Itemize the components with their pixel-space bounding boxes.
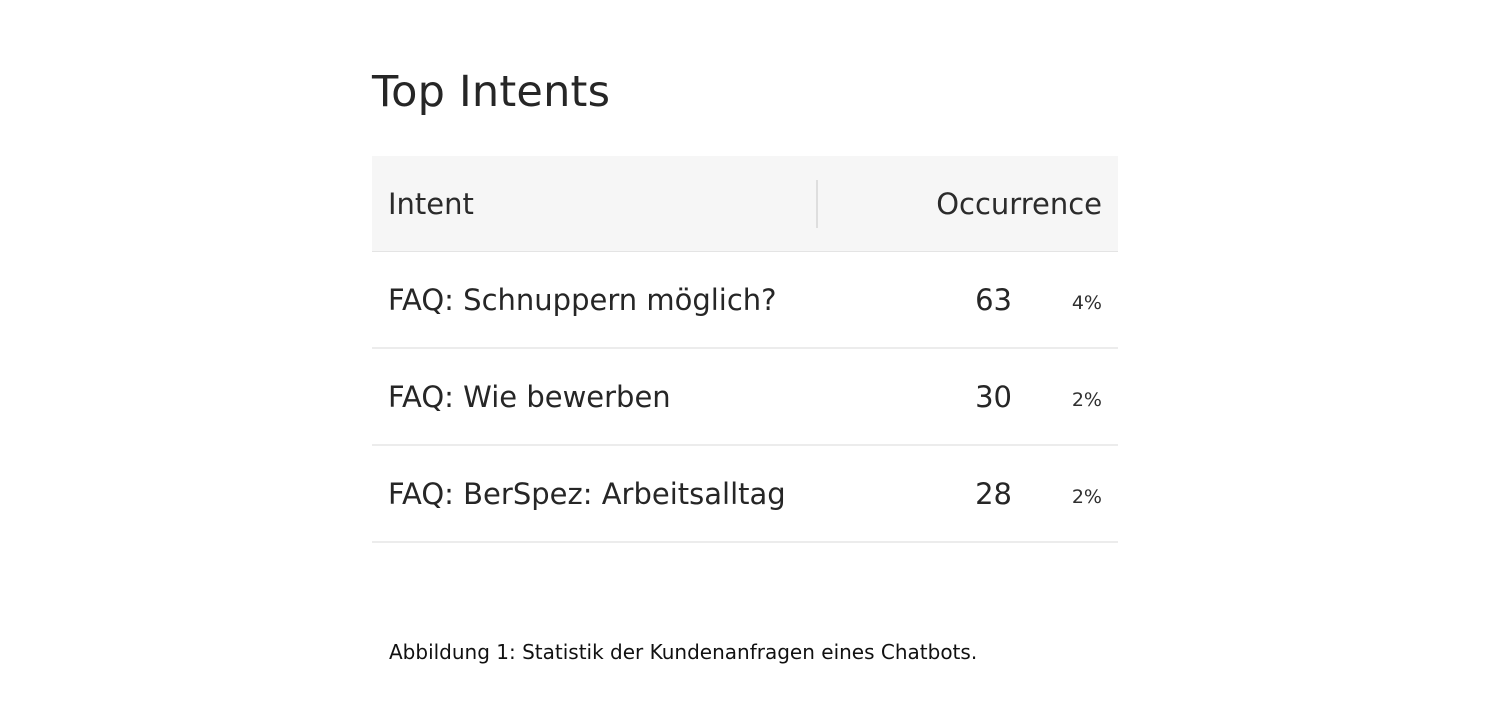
column-resize-handle[interactable] (816, 180, 818, 228)
column-header-intent[interactable]: Intent (372, 156, 818, 252)
occurrence-count: 30 (975, 379, 1012, 414)
table-row[interactable]: FAQ: Schnuppern möglich? 63 4% (372, 251, 1118, 349)
occurrence-count: 63 (975, 282, 1012, 317)
table-header-row: Intent Occurrence (372, 156, 1118, 252)
figure-caption: Abbildung 1: Statistik der Kundenanfrage… (389, 640, 978, 664)
intent-name: FAQ: Wie bewerben (372, 348, 818, 446)
occurrence-cell: 30 2% (818, 348, 1118, 446)
panel-title: Top Intents (372, 67, 611, 117)
occurrence-count: 28 (975, 476, 1012, 511)
intent-name: FAQ: Schnuppern möglich? (372, 251, 818, 349)
column-header-occurrence-label: Occurrence (936, 186, 1102, 221)
column-header-occurrence[interactable]: Occurrence (818, 156, 1118, 252)
column-header-intent-label: Intent (388, 186, 474, 221)
intents-table: Intent Occurrence FAQ: Schnuppern möglic… (372, 156, 1118, 543)
occurrence-percent: 2% (1071, 388, 1102, 411)
intent-name: FAQ: BerSpez: Arbeitsalltag (372, 445, 818, 543)
occurrence-cell: 28 2% (818, 445, 1118, 543)
occurrence-cell: 63 4% (818, 251, 1118, 349)
table-row[interactable]: FAQ: Wie bewerben 30 2% (372, 348, 1118, 446)
table-row[interactable]: FAQ: BerSpez: Arbeitsalltag 28 2% (372, 445, 1118, 543)
top-intents-panel: Top Intents Intent Occurrence FAQ: Schnu… (372, 60, 1118, 543)
occurrence-percent: 4% (1071, 291, 1102, 314)
occurrence-percent: 2% (1071, 485, 1102, 508)
